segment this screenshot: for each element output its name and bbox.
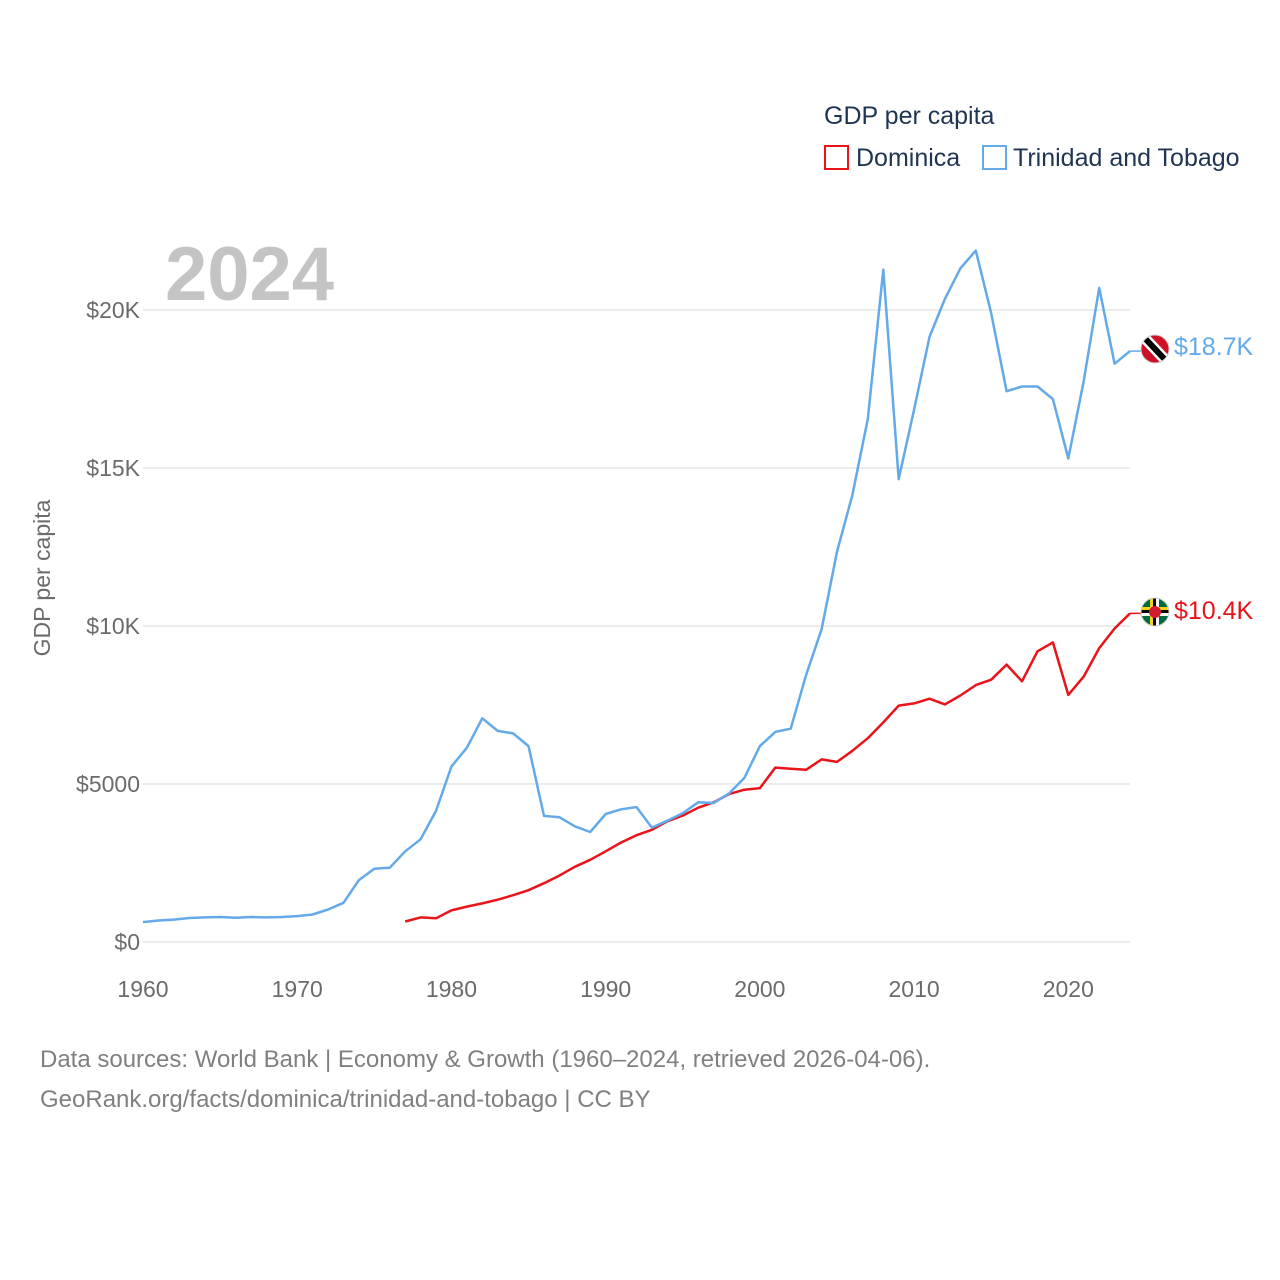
legend-item-dominica[interactable]: Dominica [824,144,960,172]
footer-attribution[interactable]: GeoRank.org/facts/dominica/trinidad-and-… [40,1086,651,1113]
y-tick-label: $0 [114,929,140,955]
year-label: 2024 [165,232,334,317]
end-label-dominica: $10.4K [1174,597,1254,625]
y-axis-title: GDP per capita [29,499,55,656]
y-tick-label: $15K [86,455,140,481]
legend-title: GDP per capita [824,102,995,130]
end-label-trinidad-and-tobago: $18.7K [1174,333,1254,361]
y-tick-label: $20K [86,297,140,323]
x-tick-label: 1980 [426,976,477,1002]
legend-label-dominica: Dominica [856,144,960,172]
legend: GDP per capita Dominica Trinidad and Tob… [824,102,1240,172]
series-line-dominica[interactable] [404,612,1131,923]
legend-swatch-dominica [824,145,849,170]
legend-label-trinidad-and-tobago: Trinidad and Tobago [1013,144,1240,172]
dominica-flag-outline [1140,597,1170,627]
x-tick-label: 1960 [117,976,168,1002]
trinidad-flag-icon [1141,335,1169,363]
x-tick-label: 2000 [734,976,785,1002]
footer: Data sources: World Bank | Economy & Gro… [40,1040,930,1120]
y-tick-label: $5000 [76,771,140,797]
footer-sources: Data sources: World Bank | Economy & Gro… [40,1046,931,1073]
x-tick-label: 1970 [272,976,323,1002]
y-tick-label: $10K [86,613,140,639]
trinidad-flag-outline [1140,334,1170,364]
dominica-flag-icon [1141,598,1169,626]
y-axis: $0 $5000 $10K $15K $20K [76,297,141,955]
x-tick-label: 2020 [1043,976,1094,1002]
gridlines [143,309,1130,943]
x-tick-label: 1990 [580,976,631,1002]
legend-item-trinidad-and-tobago[interactable]: Trinidad and Tobago [982,144,1240,172]
legend-swatch-trinidad-and-tobago [982,145,1007,170]
series-lines [142,249,1141,924]
series-line-trinidad-and-tobago[interactable] [142,249,1131,924]
x-tick-label: 2010 [889,976,940,1002]
x-axis: 1960 1970 1980 1990 2000 2010 2020 [117,976,1093,1002]
